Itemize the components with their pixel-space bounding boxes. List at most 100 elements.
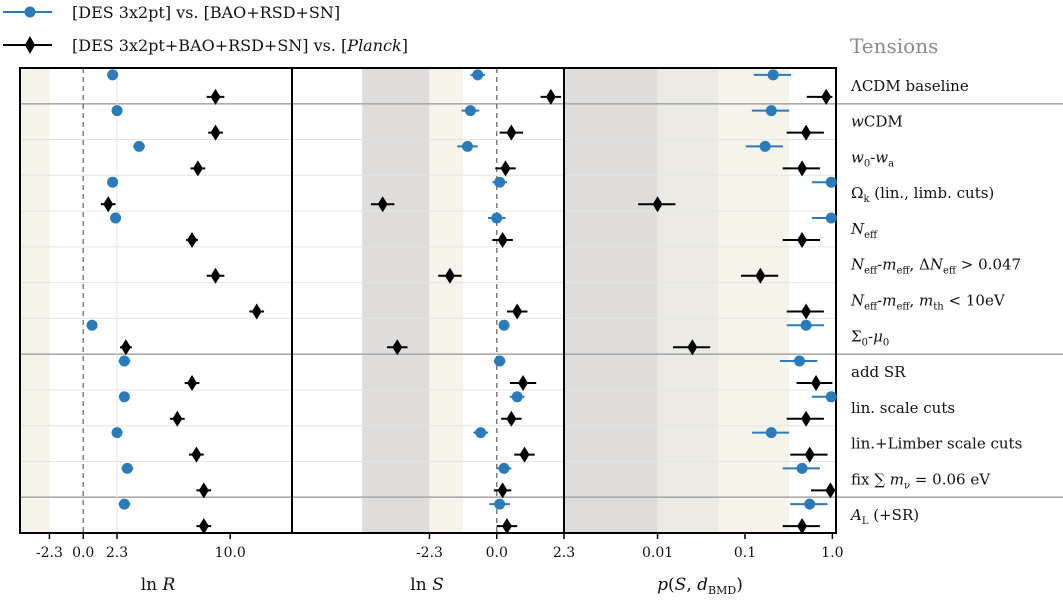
point-black — [652, 196, 663, 213]
row-label: Neff-meff, mth < 10eV — [850, 292, 1006, 313]
tick-label: 2.3 — [106, 545, 128, 561]
point-blue — [796, 462, 808, 474]
point-blue — [491, 212, 503, 224]
point-black — [825, 482, 836, 499]
point-black — [251, 303, 262, 320]
point-blue — [107, 176, 119, 188]
legend-series2-label: [DES 3x2pt+BAO+RSD+SN] vs. [Planck] — [72, 36, 408, 55]
legend: [DES 3x2pt] vs. [BAO+RSD+SN] [DES 3x2pt+… — [3, 3, 408, 55]
tick-label: 0.0 — [72, 545, 94, 561]
band-0-0 — [20, 68, 50, 533]
point-black — [755, 267, 766, 284]
axis-ticks: -2.3 0.0 2.3 10.0 -2.3 0.0 2.3 0.01 0.1 1.0 — [36, 533, 844, 561]
tick-label: 0.0 — [486, 545, 508, 561]
point-black — [545, 88, 556, 105]
band-2-1 — [657, 68, 719, 533]
panel-frame-0 — [19, 67, 293, 534]
row-label: Ωk (lin., limb. cuts) — [851, 184, 994, 205]
point-blue — [133, 140, 145, 152]
point-black — [519, 446, 530, 463]
band-1-1 — [429, 68, 464, 533]
point-black — [198, 482, 209, 499]
point-black — [392, 339, 403, 356]
point-blue — [511, 391, 523, 403]
point-black — [506, 410, 517, 427]
point-black — [192, 160, 203, 177]
point-black — [172, 410, 183, 427]
row-grid — [20, 68, 1063, 533]
data-marks — [86, 69, 837, 535]
point-blue — [118, 391, 130, 403]
row-label: ΛCDM baseline — [850, 77, 969, 95]
row-label: AL (+SR) — [849, 506, 919, 527]
row-label: lin.+Limber scale cuts — [851, 435, 1022, 453]
row-label: add SR — [851, 363, 906, 381]
point-black — [210, 88, 221, 105]
band-2-0 — [564, 68, 658, 533]
row-labels: ΛCDM baseline wCDM w0-wa Ωk (lin., limb. cu… — [849, 77, 1022, 527]
point-blue — [110, 212, 122, 224]
point-black — [804, 446, 815, 463]
point-black — [210, 267, 221, 284]
panel-frames — [19, 67, 837, 534]
chart-title: Tensions — [850, 34, 938, 58]
point-blue — [475, 427, 487, 439]
point-blue — [107, 69, 119, 81]
point-blue — [111, 105, 123, 117]
row-label: wCDM — [851, 113, 903, 131]
point-blue — [800, 319, 812, 331]
point-blue — [767, 69, 779, 81]
row-label: Σ0-μ0 — [851, 327, 889, 348]
tick-label: -2.3 — [416, 545, 443, 561]
row-label: w0-wa — [851, 148, 894, 169]
point-black — [187, 375, 198, 392]
xlabel-ln-s: ln S — [410, 575, 443, 595]
point-black — [198, 518, 209, 535]
point-blue — [825, 212, 837, 224]
point-blue — [793, 355, 805, 367]
point-black — [687, 339, 698, 356]
row-label: lin. scale cuts — [851, 399, 955, 417]
legend-blue-marker — [24, 6, 36, 18]
point-blue — [111, 427, 123, 439]
point-black — [497, 482, 508, 499]
point-blue — [765, 105, 777, 117]
legend-series1-label: [DES 3x2pt] vs. [BAO+RSD+SN] — [72, 3, 340, 22]
tick-label: -2.3 — [36, 545, 63, 561]
point-black — [801, 303, 812, 320]
point-black — [210, 124, 221, 141]
point-black — [797, 518, 808, 535]
point-black — [501, 518, 512, 535]
point-black — [506, 124, 517, 141]
legend-black-marker — [25, 36, 35, 54]
row-label: fix ∑ mν = 0.06 eV — [851, 470, 991, 491]
point-blue — [498, 319, 510, 331]
point-black — [801, 124, 812, 141]
row-label: Neff-meff, ΔNeff > 0.047 — [850, 256, 1021, 277]
point-black — [120, 339, 131, 356]
point-blue — [118, 355, 130, 367]
tick-label: 10.0 — [215, 545, 246, 561]
tick-label: 2.3 — [553, 545, 575, 561]
point-blue — [825, 391, 837, 403]
confidence-bands — [20, 68, 790, 533]
point-blue — [461, 140, 473, 152]
point-blue — [765, 427, 777, 439]
point-blue — [825, 176, 837, 188]
xlabel-ln-r: ln R — [141, 575, 176, 595]
point-blue — [121, 462, 133, 474]
point-black — [821, 88, 832, 105]
point-blue — [494, 498, 506, 510]
point-black — [187, 231, 198, 248]
tick-label: 1.0 — [821, 545, 843, 561]
band-2-2 — [718, 68, 790, 533]
point-blue — [494, 355, 506, 367]
point-blue — [494, 176, 506, 188]
point-black — [797, 231, 808, 248]
tick-label: 0.01 — [642, 545, 673, 561]
xlabel-p: p(S, dBMD) — [657, 575, 743, 597]
tick-label: 0.1 — [734, 545, 756, 561]
point-blue — [118, 498, 130, 510]
point-black — [103, 196, 114, 213]
